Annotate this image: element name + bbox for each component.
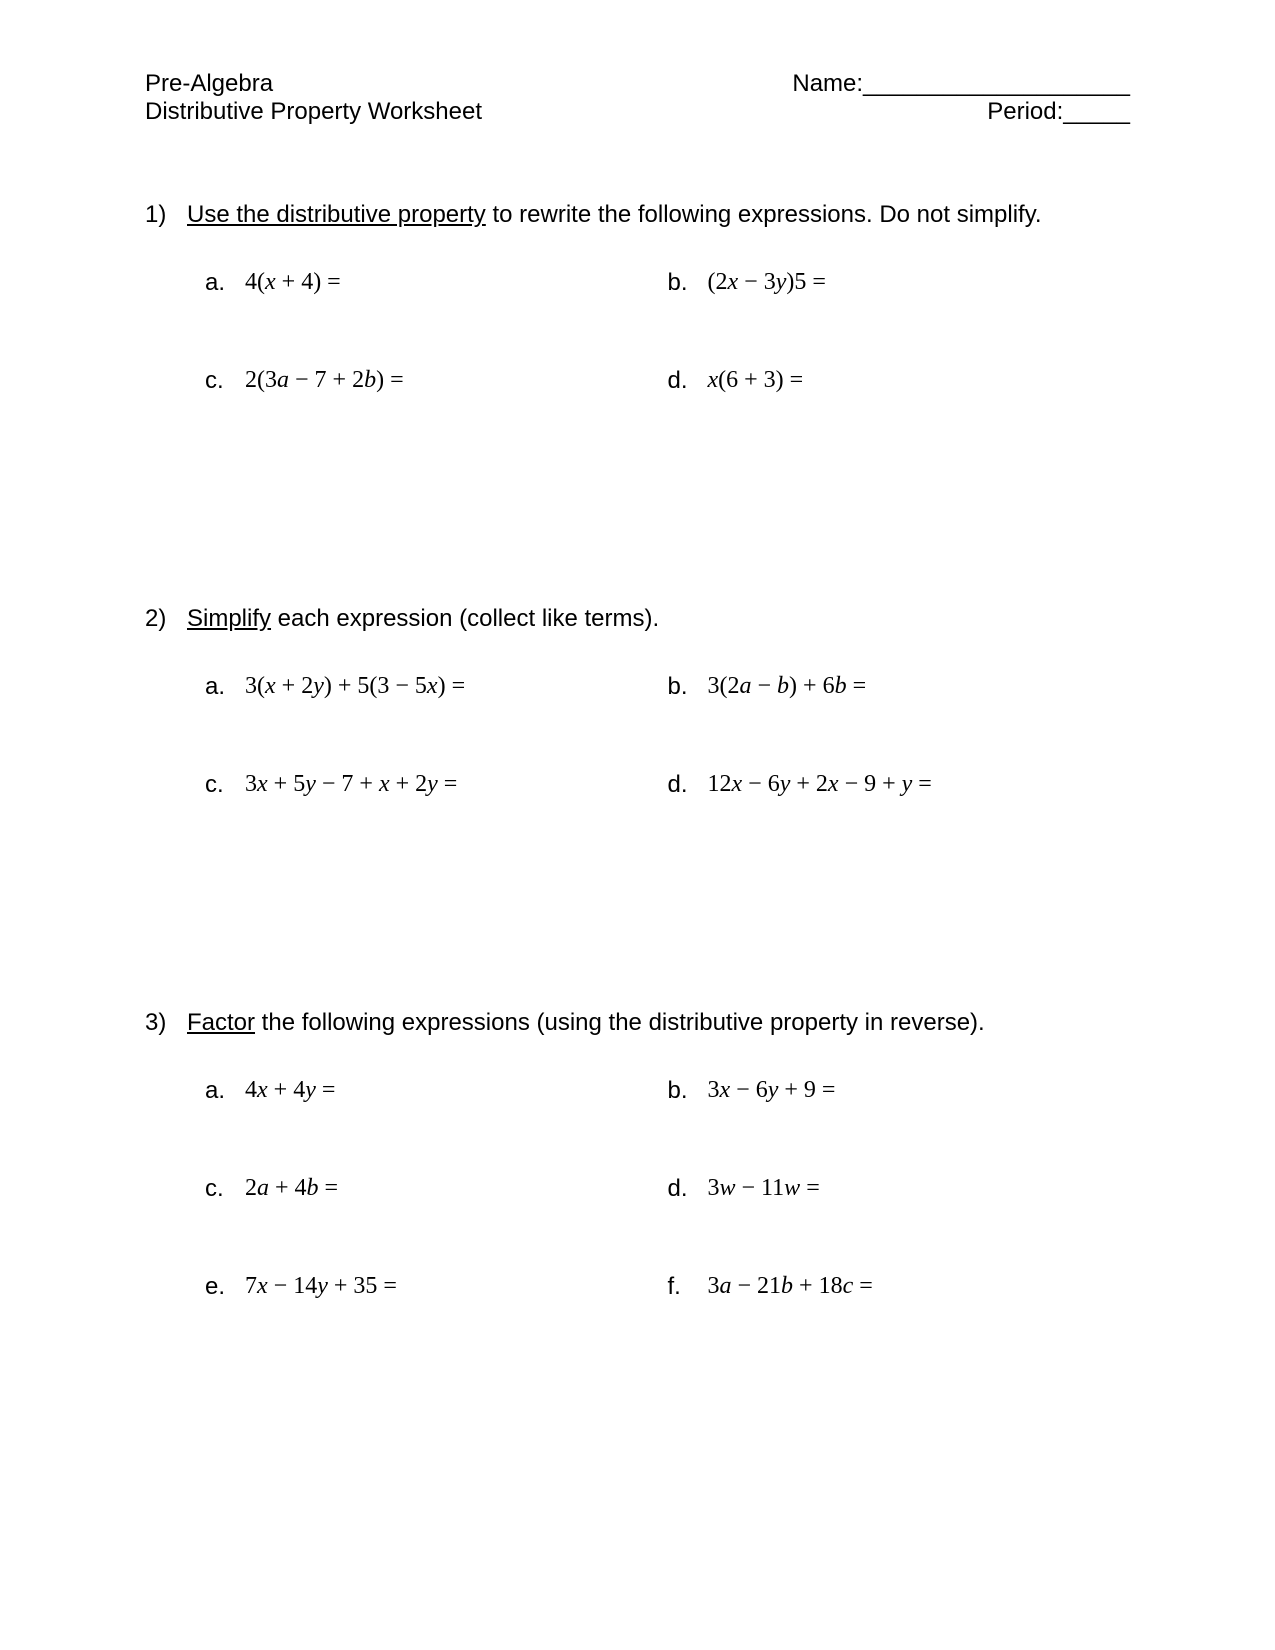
subpart-label: b.: [668, 1077, 708, 1105]
subpart-3f: f. 3a − 21b + 18c =: [668, 1273, 1131, 1301]
period-field-label: Period:_____: [987, 98, 1130, 126]
subpart-2b: b. 3(2a − b) + 6b =: [668, 673, 1131, 701]
question-1: 1) Use the distributive property to rewr…: [145, 201, 1130, 395]
subpart-1b: b. (2x − 3y)5 =: [668, 269, 1131, 297]
question-3: 3) Factor the following expressions (usi…: [145, 1009, 1130, 1301]
question-1-body: Use the distributive property to rewrite…: [187, 201, 1130, 229]
question-3-text: 3) Factor the following expressions (usi…: [145, 1009, 1130, 1037]
question-2-text: 2) Simplify each expression (collect lik…: [145, 605, 1130, 633]
subpart-expression: 3w − 11w =: [708, 1175, 820, 1203]
subpart-2d: d. 12x − 6y + 2x − 9 + y =: [668, 771, 1131, 799]
question-2-body: Simplify each expression (collect like t…: [187, 605, 1130, 633]
question-3-rest: the following expressions (using the dis…: [255, 1009, 985, 1036]
subpart-row: a. 4(x + 4) = b. (2x − 3y)5 =: [205, 269, 1130, 297]
subpart-label: b.: [668, 673, 708, 701]
subpart-expression: 3(2a − b) + 6b =: [708, 673, 867, 701]
question-1-number: 1): [145, 201, 187, 229]
question-3-underlined: Factor: [187, 1009, 255, 1036]
question-2-underlined: Simplify: [187, 605, 271, 632]
subpart-3b: b. 3x − 6y + 9 =: [668, 1077, 1131, 1105]
subpart-row: a. 3(x + 2y) + 5(3 − 5x) = b. 3(2a − b) …: [205, 673, 1130, 701]
subpart-expression: 3x − 6y + 9 =: [708, 1077, 836, 1105]
question-2: 2) Simplify each expression (collect lik…: [145, 605, 1130, 799]
subpart-label: c.: [205, 367, 245, 395]
subpart-3a: a. 4x + 4y =: [205, 1077, 668, 1105]
subpart-expression: 12x − 6y + 2x − 9 + y =: [708, 771, 932, 799]
header-left: Pre-Algebra Distributive Property Worksh…: [145, 70, 482, 126]
subpart-3c: c. 2a + 4b =: [205, 1175, 668, 1203]
subpart-expression: 4(x + 4) =: [245, 269, 341, 297]
subpart-2c: c. 3x + 5y − 7 + x + 2y =: [205, 771, 668, 799]
subpart-expression: 7x − 14y + 35 =: [245, 1273, 397, 1301]
subpart-label: d.: [668, 1175, 708, 1203]
question-1-subparts: a. 4(x + 4) = b. (2x − 3y)5 = c. 2(3a − …: [205, 269, 1130, 395]
question-3-body: Factor the following expressions (using …: [187, 1009, 1130, 1037]
subpart-label: d.: [668, 771, 708, 799]
header: Pre-Algebra Distributive Property Worksh…: [145, 70, 1130, 126]
subpart-row: c. 2(3a − 7 + 2b) = d. x(6 + 3) =: [205, 367, 1130, 395]
subpart-expression: x(6 + 3) =: [708, 367, 804, 395]
subpart-label: d.: [668, 367, 708, 395]
subpart-label: c.: [205, 1175, 245, 1203]
subpart-label: a.: [205, 673, 245, 701]
subpart-expression: 2a + 4b =: [245, 1175, 338, 1203]
subpart-label: b.: [668, 269, 708, 297]
worksheet-page: Pre-Algebra Distributive Property Worksh…: [0, 0, 1275, 1301]
subpart-row: c. 3x + 5y − 7 + x + 2y = d. 12x − 6y + …: [205, 771, 1130, 799]
subpart-row: c. 2a + 4b = d. 3w − 11w =: [205, 1175, 1130, 1203]
subpart-2a: a. 3(x + 2y) + 5(3 − 5x) =: [205, 673, 668, 701]
subpart-expression: 4x + 4y =: [245, 1077, 335, 1105]
spacer: [145, 869, 1130, 1009]
question-3-number: 3): [145, 1009, 187, 1037]
subpart-label: f.: [668, 1273, 708, 1301]
question-1-text: 1) Use the distributive property to rewr…: [145, 201, 1130, 229]
subpart-expression: (2x − 3y)5 =: [708, 269, 826, 297]
subpart-1a: a. 4(x + 4) =: [205, 269, 668, 297]
subpart-label: a.: [205, 269, 245, 297]
subpart-expression: 3a − 21b + 18c =: [708, 1273, 873, 1301]
spacer: [145, 465, 1130, 605]
subpart-label: a.: [205, 1077, 245, 1105]
question-1-rest: to rewrite the following expressions. Do…: [486, 201, 1042, 228]
question-1-underlined: Use the distributive property: [187, 201, 486, 228]
question-3-subparts: a. 4x + 4y = b. 3x − 6y + 9 = c. 2a + 4b…: [205, 1077, 1130, 1301]
subpart-label: e.: [205, 1273, 245, 1301]
subpart-3d: d. 3w − 11w =: [668, 1175, 1131, 1203]
worksheet-title: Distributive Property Worksheet: [145, 98, 482, 126]
subpart-row: a. 4x + 4y = b. 3x − 6y + 9 =: [205, 1077, 1130, 1105]
subpart-1d: d. x(6 + 3) =: [668, 367, 1131, 395]
course-name: Pre-Algebra: [145, 70, 482, 98]
question-2-rest: each expression (collect like terms).: [271, 605, 659, 632]
subpart-label: c.: [205, 771, 245, 799]
subpart-expression: 2(3a − 7 + 2b) =: [245, 367, 404, 395]
question-2-number: 2): [145, 605, 187, 633]
question-2-subparts: a. 3(x + 2y) + 5(3 − 5x) = b. 3(2a − b) …: [205, 673, 1130, 799]
subpart-1c: c. 2(3a − 7 + 2b) =: [205, 367, 668, 395]
name-field-label: Name:____________________: [792, 70, 1130, 98]
subpart-expression: 3(x + 2y) + 5(3 − 5x) =: [245, 673, 465, 701]
subpart-row: e. 7x − 14y + 35 = f. 3a − 21b + 18c =: [205, 1273, 1130, 1301]
header-right: Name:____________________ Period:_____: [792, 70, 1130, 126]
subpart-expression: 3x + 5y − 7 + x + 2y =: [245, 771, 457, 799]
subpart-3e: e. 7x − 14y + 35 =: [205, 1273, 668, 1301]
